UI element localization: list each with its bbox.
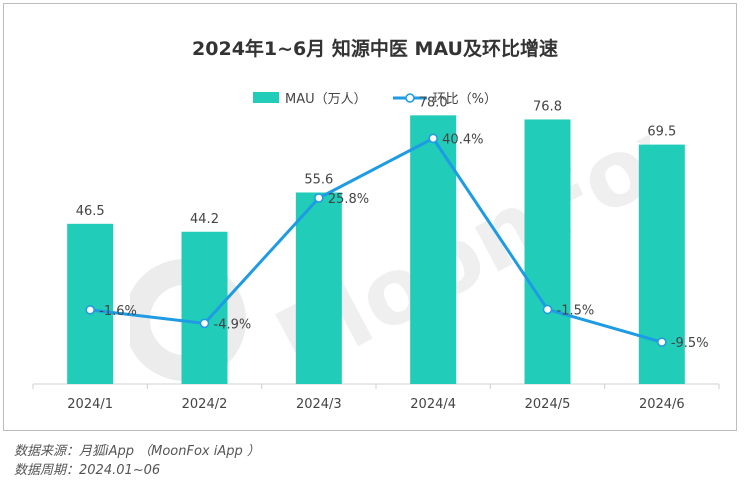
bar (410, 115, 457, 384)
mom-point (199, 318, 210, 329)
mom-value-label: 40.4% (442, 132, 483, 147)
mom-value-label: -1.5% (557, 303, 595, 318)
mom-point (657, 337, 667, 347)
x-tick-label: 2024/5 (525, 397, 571, 412)
x-tick-label: 2024/3 (296, 397, 342, 412)
legend-item-mau[interactable]: MAU（万人） (253, 88, 367, 107)
x-tick-label: 2024/4 (410, 397, 456, 412)
x-tick-label: 2024/1 (67, 397, 113, 412)
data-period: 数据周期：2024.01~06 (14, 463, 161, 478)
chart-title: 2024年1~6月 知源中医 MAU及环比增速 (192, 38, 558, 60)
legend-label-mau: MAU（万人） (285, 92, 367, 107)
mom-value-label: -9.5% (671, 336, 709, 351)
chart-legend: MAU（万人） 环比（%） (0, 88, 750, 107)
bar (295, 192, 342, 384)
chart-frame (3, 3, 737, 431)
x-tick-label: 2024/2 (182, 397, 228, 412)
legend-line-swatch (392, 92, 427, 103)
bar-value-label: 44.2 (190, 212, 219, 227)
bar-value-label: 69.5 (647, 125, 676, 140)
mom-point (85, 305, 95, 315)
mom-point (542, 304, 553, 315)
bar-value-label: 76.8 (533, 99, 562, 114)
x-tick-label: 2024/6 (639, 397, 685, 412)
mom-value-label: -1.6% (99, 304, 137, 319)
bar-value-label: 55.6 (304, 172, 333, 187)
bar-value-label: 78.0 (419, 95, 448, 110)
mom-point (428, 133, 438, 144)
data-source: 数据来源：月狐iApp （MoonFox iApp ） (14, 444, 260, 459)
mom-value-label: -4.9% (214, 317, 252, 332)
mom-value-label: 25.8% (328, 192, 369, 207)
legend-bar-swatch (253, 92, 279, 103)
mom-point (314, 193, 324, 203)
mom-line (89, 136, 663, 344)
legend-item-mom[interactable]: 环比（%） (392, 88, 497, 107)
bar-value-label: 46.5 (76, 204, 105, 219)
bar (67, 223, 114, 384)
legend-label-mom: 环比（%） (432, 92, 497, 107)
bar (524, 119, 571, 384)
